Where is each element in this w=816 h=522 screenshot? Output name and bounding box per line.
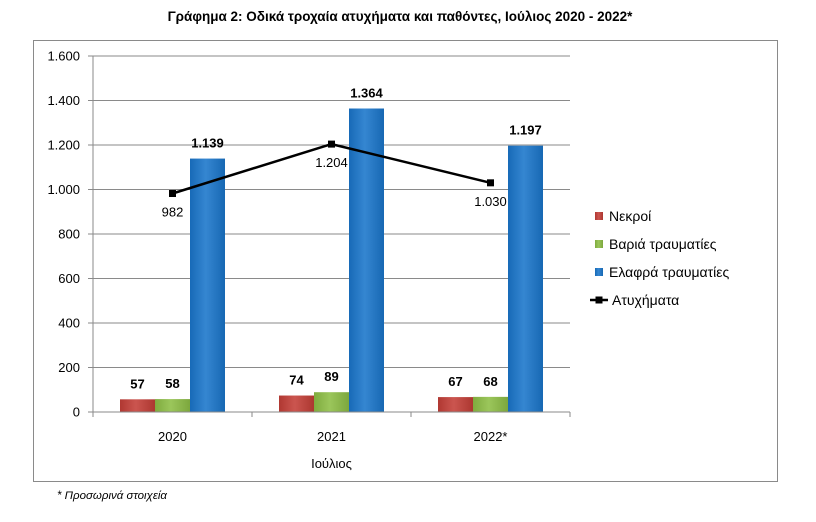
chart-frame [33, 40, 778, 482]
value-label-minor-injuries-2021: 1.364 [350, 86, 383, 101]
legend-swatch [595, 268, 603, 276]
bar-minor-injuries-2022 [508, 145, 543, 413]
x-axis-title: Ιούλιος [311, 456, 352, 471]
legend: Νεκροί Βαριά τραυματίες Ελαφρά τραυματίες Α… [590, 208, 730, 308]
x-tick-label: 2020 [158, 429, 187, 444]
line-series-accidents: 982 1.204 1.030 [162, 140, 507, 220]
chart-title: Γράφημα 2: Οδικά τροχαία ατυχήματα και π… [167, 9, 633, 24]
legend-item-serious-injuries: Βαριά τραυματίες [595, 236, 717, 252]
legend-item-accidents: Ατυχήματα [590, 292, 679, 308]
y-tick-label: 200 [58, 360, 80, 375]
bar-serious-injuries-2021 [314, 392, 349, 412]
y-tick-label: 800 [58, 227, 80, 242]
y-tick-label: 400 [58, 316, 80, 331]
value-label-fatalities-2020: 57 [130, 376, 144, 391]
point-marker-accidents-2020 [169, 190, 176, 198]
legend-marker [595, 296, 603, 304]
bar-value-labels: 57 74 67 58 89 68 1.139 1.364 1.197 [130, 86, 542, 392]
value-label-fatalities-2021: 74 [289, 373, 304, 388]
legend-swatch [595, 212, 603, 220]
bar-minor-injuries-2021 [349, 108, 384, 412]
value-label-accidents-2020: 982 [162, 205, 184, 220]
legend-item-fatalities: Νεκροί [595, 208, 651, 224]
bars [120, 108, 543, 413]
bar-serious-injuries-2022 [473, 396, 508, 412]
value-label-serious-injuries-2021: 89 [324, 369, 338, 384]
value-label-accidents-2022: 1.030 [474, 194, 507, 209]
legend-label: Νεκροί [609, 208, 651, 224]
x-tick-label: 2022* [474, 429, 508, 444]
x-tick-label: 2021 [317, 429, 346, 444]
legend-label: Ελαφρά τραυματίες [609, 264, 730, 280]
bar-fatalities-2022 [438, 397, 473, 412]
legend-swatch [595, 240, 603, 248]
y-tick-label: 1.000 [47, 182, 80, 197]
value-label-minor-injuries-2022: 1.197 [509, 123, 542, 138]
y-tick-label: 1.200 [47, 138, 80, 153]
value-label-serious-injuries-2020: 58 [165, 376, 179, 391]
point-marker-accidents-2022 [487, 179, 494, 187]
legend-label: Ατυχήματα [612, 292, 679, 308]
value-label-minor-injuries-2020: 1.139 [191, 136, 224, 151]
y-tick-label: 600 [58, 271, 80, 286]
point-marker-accidents-2021 [328, 140, 335, 148]
y-tick-label: 0 [73, 405, 80, 420]
value-label-accidents-2021: 1.204 [315, 155, 348, 170]
bar-fatalities-2020 [120, 399, 155, 412]
value-label-serious-injuries-2022: 68 [483, 374, 497, 389]
bar-minor-injuries-2020 [190, 158, 225, 412]
footnote: * Προσωρινά στοιχεία [57, 490, 167, 502]
bar-serious-injuries-2020 [155, 399, 190, 412]
axes: 0 200 400 600 800 1.000 1.200 1.400 1.600 2020 202… [47, 49, 571, 471]
legend-label: Βαριά τραυματίες [609, 236, 717, 252]
value-label-fatalities-2022: 67 [448, 374, 462, 389]
y-tick-label: 1.600 [47, 49, 80, 64]
bar-fatalities-2021 [279, 395, 314, 412]
legend-item-minor-injuries: Ελαφρά τραυματίες [595, 264, 730, 280]
y-tick-label: 1.400 [47, 93, 80, 108]
